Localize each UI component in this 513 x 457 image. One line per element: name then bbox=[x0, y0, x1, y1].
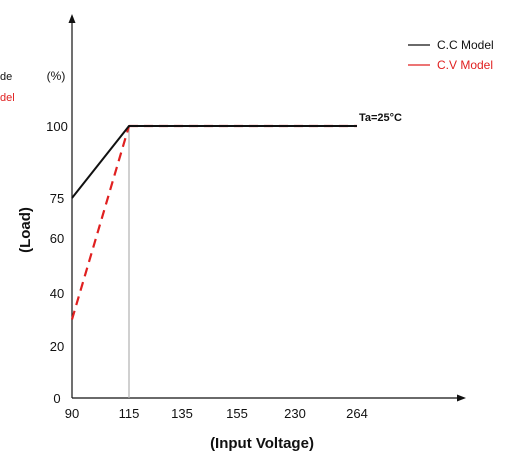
y-axis-unit-label: (%) bbox=[47, 69, 66, 83]
y-axis-title: (Load) bbox=[17, 207, 34, 253]
y-axis-arrow bbox=[68, 14, 76, 23]
x-axis-title: (Input Voltage) bbox=[210, 435, 314, 452]
y-tick-label: 100 bbox=[46, 119, 68, 134]
x-tick-label: 155 bbox=[226, 406, 248, 421]
y-tick-label: 60 bbox=[50, 231, 64, 246]
legend-label: C.V Model bbox=[437, 58, 493, 72]
x-tick-label: 264 bbox=[346, 406, 368, 421]
y-tick-label: 0 bbox=[53, 391, 60, 406]
y-tick-label: 75 bbox=[50, 191, 64, 206]
series-cv-rising-segment bbox=[70, 125, 131, 320]
x-tick-label: 115 bbox=[119, 406, 140, 421]
x-tick-label: 135 bbox=[171, 406, 193, 421]
axes bbox=[68, 14, 466, 402]
series-cc-line bbox=[71, 125, 357, 199]
y-tick-label: 40 bbox=[50, 286, 64, 301]
series-group bbox=[70, 124, 357, 320]
cropped-legend-text-cv: del bbox=[0, 92, 15, 104]
legend: C.C Model C.V Model bbox=[408, 38, 494, 72]
x-axis-arrow bbox=[457, 394, 466, 402]
cropped-legend-text-cc: de bbox=[0, 71, 12, 83]
y-tick-label: 20 bbox=[50, 339, 64, 354]
legend-label: C.C Model bbox=[437, 38, 494, 52]
temperature-annotation: Ta=25°C bbox=[359, 112, 402, 124]
x-tick-label: 230 bbox=[284, 406, 306, 421]
x-tick-label: 90 bbox=[65, 406, 79, 421]
tick-labels-group: 90 115 135 155 230 264 0 20 40 60 75 100 bbox=[46, 119, 368, 421]
